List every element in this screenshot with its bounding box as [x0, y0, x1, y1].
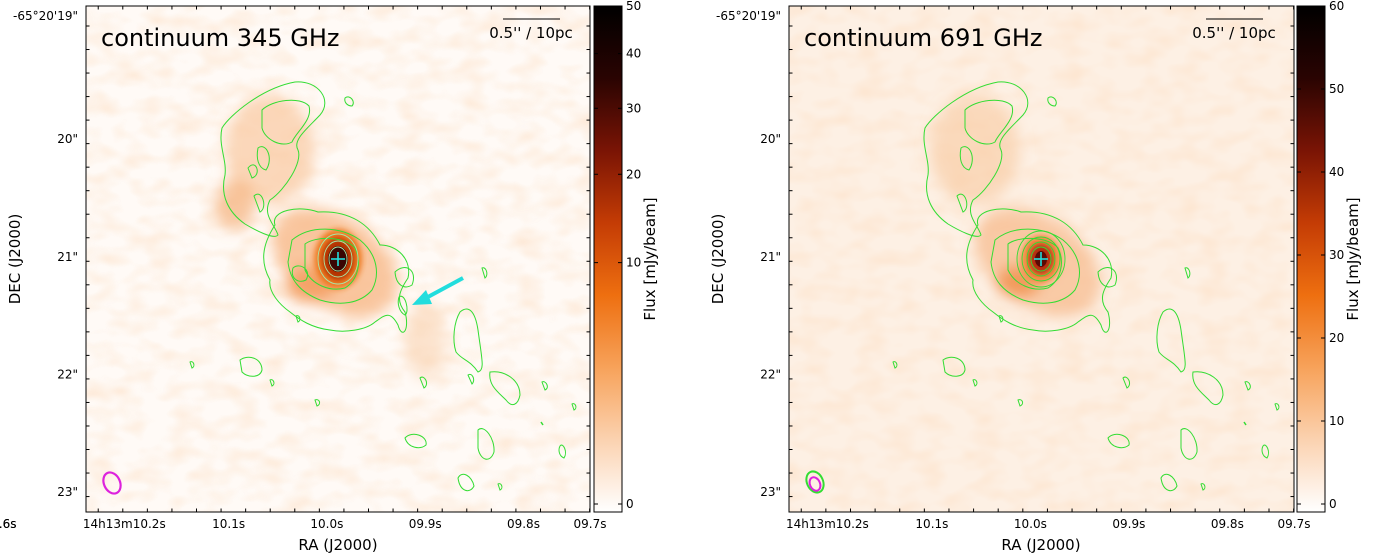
y-tick-labels: -65°20'19" 20" 21" 22" 23"	[716, 9, 781, 499]
x-tick-label: 09.7s	[1278, 517, 1311, 531]
y-tick-label: 23"	[760, 485, 781, 499]
inner-contours	[1016, 230, 1066, 288]
x-tick-label: 10.1s	[212, 517, 245, 531]
colorbar-tick-label: 10	[626, 256, 641, 270]
colorbar-tick-label: 50	[1329, 82, 1344, 96]
x-tick-label: 09.8s	[507, 517, 540, 531]
x-tick-label: 14h13m10.2s	[786, 517, 869, 531]
x-tick-label: 09.8s	[1211, 517, 1244, 531]
axis-ticks	[86, 6, 591, 512]
source-marker	[331, 252, 345, 266]
diffuse-emission	[930, 95, 1101, 317]
arrow-annotation	[412, 276, 464, 305]
contours	[892, 81, 1280, 492]
beam-ellipse	[102, 471, 122, 495]
x-tick-label: 09.6s	[0, 517, 16, 531]
flux-map	[789, 6, 1294, 512]
contours	[189, 81, 577, 492]
x-tick-label: 10.0s	[310, 517, 343, 531]
colorbar: 60 50 40 30 20 10 0 Flux [mJy/beam]	[1296, 0, 1362, 513]
y-tick-label: -65°20'19"	[716, 9, 781, 23]
x-tick-label: 10.0s	[1014, 517, 1047, 531]
x-tick-label: 09.7s	[574, 517, 607, 531]
y-tick-label: 20"	[760, 132, 781, 146]
y-tick-label: -65°20'19"	[13, 9, 78, 23]
colorbar-tick-label: 40	[1329, 165, 1344, 179]
scalebar-label: 0.5'' / 10pc	[1192, 24, 1276, 42]
source-marker	[1034, 252, 1048, 266]
colorbar-fill	[593, 5, 623, 513]
beam-ellipse-outer	[805, 470, 825, 494]
y-tick-label: 21"	[760, 250, 781, 264]
colorbar-label: Flux [mJy/beam]	[1344, 197, 1362, 320]
y-tick-label: 22"	[57, 367, 78, 381]
y-axis-label: DEC (J2000)	[709, 214, 727, 305]
y-tick-label: 20"	[57, 132, 78, 146]
y-axis-label: DEC (J2000)	[6, 214, 24, 305]
x-tick-labels: 14h13m10.2s 10.1s 10.0s 09.9s 09.8s 09.7s 09.6…	[0, 517, 606, 531]
colorbar-tick-label: 30	[1329, 248, 1344, 262]
scalebar-label: 0.5'' / 10pc	[489, 24, 573, 42]
x-tick-label: 09.6s	[0, 517, 16, 531]
y-tick-labels: -65°20'19" 20" 21" 22" 23"	[13, 9, 78, 499]
panel-691ghz: continuum 691 GHz 0.5'' / 10pc RA (J2000…	[0, 0, 1362, 554]
panel-title: continuum 691 GHz	[804, 24, 1043, 52]
x-tick-label: 09.9s	[409, 517, 442, 531]
panel-title: continuum 345 GHz	[101, 24, 340, 52]
beam-ellipse-inner	[808, 476, 822, 492]
panel-345ghz: continuum 345 GHz 0.5'' / 10pc RA (J2000…	[0, 0, 659, 554]
y-tick-label: 21"	[57, 250, 78, 264]
colorbar-tick-label: 10	[1329, 414, 1344, 428]
colorbar-tick-label: 40	[626, 47, 641, 61]
y-tick-label: 22"	[760, 367, 781, 381]
colorbar-tick-label: 0	[626, 497, 634, 511]
colorbar-tick-label: 60	[1329, 0, 1344, 13]
y-tick-label: 23"	[57, 485, 78, 499]
colorbar-fill	[1296, 5, 1326, 513]
x-axis-label: RA (J2000)	[1001, 536, 1080, 554]
colorbar-tick-label: 20	[626, 167, 641, 181]
colorbar-tick-label: 20	[1329, 331, 1344, 345]
flux-map	[86, 6, 590, 512]
beam-ellipses	[805, 470, 825, 494]
x-axis-label: RA (J2000)	[298, 536, 377, 554]
x-tick-label: 09.9s	[1112, 517, 1145, 531]
colorbar-label: Flux [mJy/beam]	[641, 197, 659, 320]
colorbar-tick-label: 0	[1329, 497, 1337, 511]
colorbar-ticks: 50 40 30 20 10 0	[594, 0, 641, 511]
colorbar-tick-label: 50	[626, 0, 641, 13]
colorbar: 50 40 30 20 10 0 Flux [mJy/beam]	[593, 0, 659, 513]
x-tick-label: 14h13m10.2s	[83, 517, 166, 531]
x-tick-labels: 14h13m10.2s 10.1s 10.0s 09.9s 09.8s 09.7s 09.6…	[0, 517, 1310, 531]
colorbar-ticks: 60 50 40 30 20 10 0	[1297, 0, 1344, 511]
colorbar-tick-label: 30	[626, 101, 641, 115]
x-tick-label: 10.1s	[915, 517, 948, 531]
axis-ticks	[789, 6, 1295, 512]
diffuse-emission	[215, 95, 445, 380]
inner-contours	[317, 233, 359, 285]
